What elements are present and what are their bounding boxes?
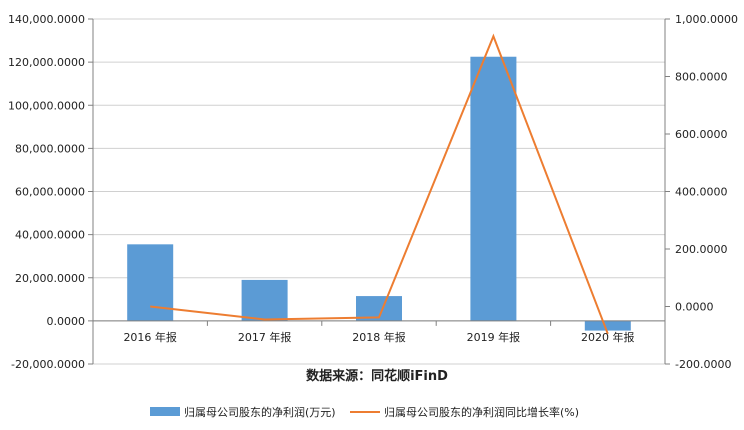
category-label: 2016 年报 xyxy=(123,330,177,344)
category-label: 2017 年报 xyxy=(238,330,292,344)
left-tick-label: 0.0000 xyxy=(47,315,86,328)
right-tick-label: 200.0000 xyxy=(675,243,728,256)
right-tick-label: 0.0000 xyxy=(675,301,714,314)
category-label: 2020 年报 xyxy=(581,330,635,344)
bar xyxy=(470,56,517,321)
right-tick-label: -200.0000 xyxy=(675,358,731,371)
legend-bar-swatch xyxy=(150,407,180,416)
right-tick-label: 600.0000 xyxy=(675,128,728,141)
category-label: 2018 年报 xyxy=(352,330,406,344)
line-series xyxy=(150,33,609,335)
left-tick-label: 80,000.0000 xyxy=(15,142,85,155)
left-tick-label: 120,000.0000 xyxy=(8,56,85,69)
source-note: 数据来源：同花顺iFinD xyxy=(306,368,448,384)
left-tick-label: 60,000.0000 xyxy=(15,186,85,199)
axes xyxy=(88,18,670,365)
left-tick-label: 100,000.0000 xyxy=(8,99,85,112)
right-tick-label: 1,000.0000 xyxy=(675,13,738,26)
growth-rate-line xyxy=(150,33,609,335)
left-tick-label: 20,000.0000 xyxy=(15,272,85,285)
bar xyxy=(584,320,631,331)
right-tick-label: 800.0000 xyxy=(675,71,728,84)
legend-line-label: 归属母公司股东的净利润同比增长率(%) xyxy=(384,405,579,419)
left-tick-label: -20,000.0000 xyxy=(11,358,85,371)
left-axis-ticks: -20,000.0000 0.0000 20,000.0000 40,000.0000… xyxy=(8,13,85,371)
right-tick-label: 400.0000 xyxy=(675,186,728,199)
right-axis-ticks: -200.0000 0.0000 200.0000 400.0000 600.0000 8… xyxy=(675,13,738,371)
category-label: 2019 年报 xyxy=(467,330,521,344)
bar xyxy=(241,279,288,321)
legend: 归属母公司股东的净利润(万元) 归属母公司股东的净利润同比增长率(%) xyxy=(150,405,579,419)
left-tick-label: 40,000.0000 xyxy=(15,229,85,242)
bar-series xyxy=(127,56,631,331)
bar xyxy=(127,244,174,321)
left-tick-label: 140,000.0000 xyxy=(8,13,85,26)
category-labels: 2016 年报 2017 年报 2018 年报 2019 年报 2020 年报 xyxy=(123,330,634,344)
legend-bar-label: 归属母公司股东的净利润(万元) xyxy=(184,405,336,419)
